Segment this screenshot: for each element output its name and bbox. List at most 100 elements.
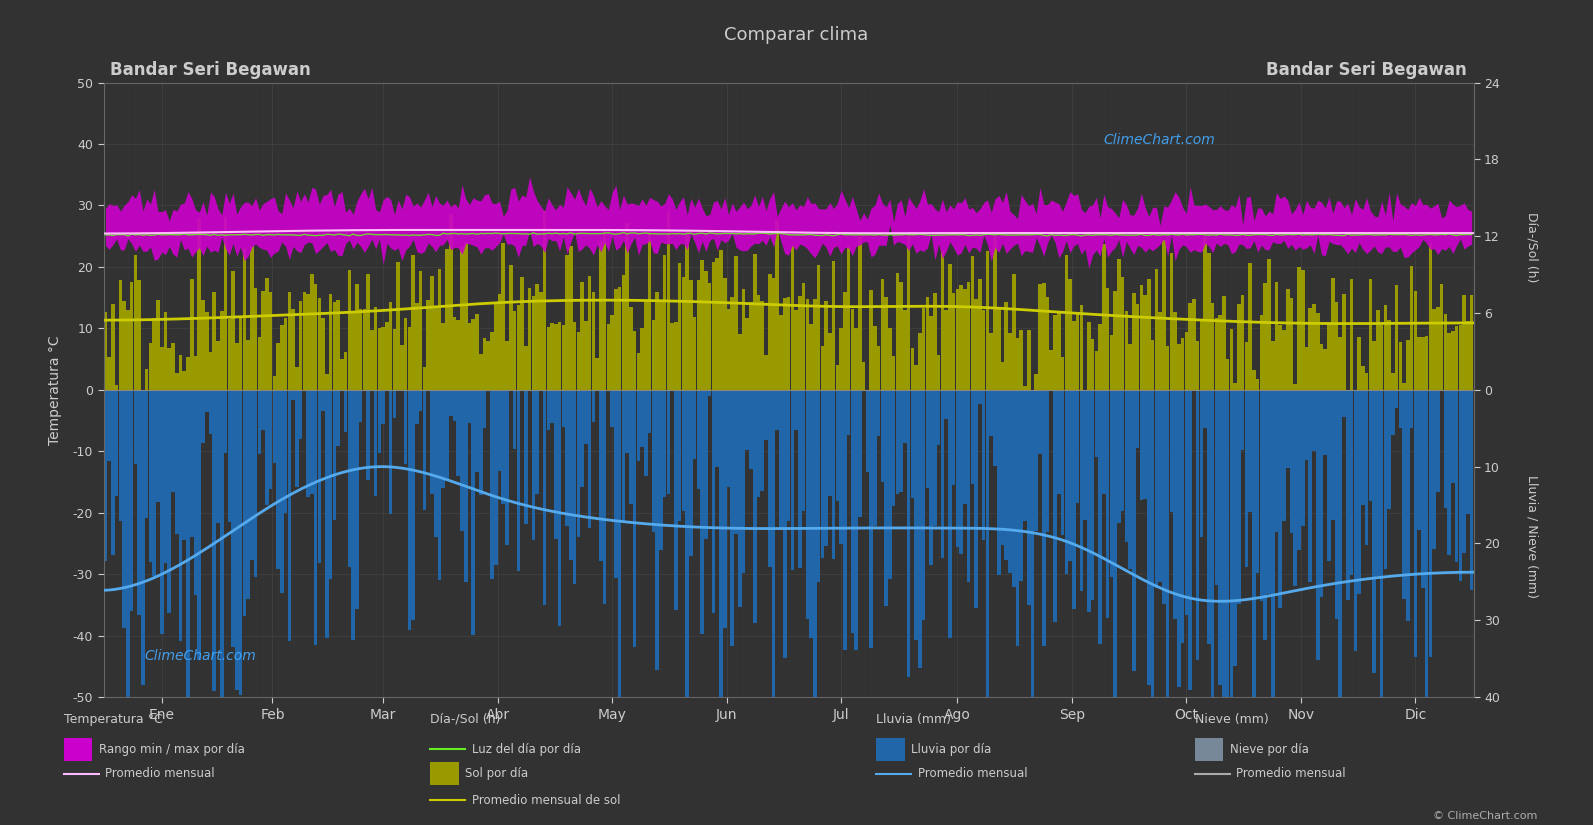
Bar (118, 280, 123, 390)
Bar (817, 390, 820, 582)
Bar (1042, 283, 1045, 390)
Bar (569, 390, 572, 560)
Bar (1266, 258, 1271, 390)
Bar (554, 324, 558, 390)
Bar (1207, 390, 1211, 644)
Bar (1121, 277, 1125, 390)
Bar (1102, 244, 1106, 390)
Bar (1271, 341, 1274, 390)
Bar (538, 291, 543, 390)
Bar (288, 390, 292, 641)
Bar (859, 234, 862, 390)
Bar (438, 390, 441, 580)
Bar (452, 390, 456, 421)
Bar (358, 390, 363, 422)
Bar (1418, 390, 1421, 530)
Bar (1365, 373, 1368, 390)
Bar (491, 390, 494, 579)
Bar (906, 390, 911, 677)
Bar (392, 390, 397, 417)
Bar (585, 322, 588, 390)
Bar (242, 248, 245, 390)
Bar (205, 313, 209, 390)
Bar (749, 302, 753, 390)
Bar (314, 390, 317, 644)
Bar (1274, 390, 1278, 532)
Bar (1454, 390, 1459, 562)
Bar (472, 390, 475, 635)
Bar (903, 390, 906, 443)
Bar (986, 252, 989, 390)
Bar (311, 274, 314, 390)
Bar (1139, 285, 1144, 390)
Bar (760, 390, 765, 491)
Bar (355, 285, 358, 390)
Bar (220, 390, 223, 741)
Bar (231, 271, 234, 390)
Bar (422, 367, 427, 390)
Bar (1470, 390, 1474, 590)
Bar (1080, 390, 1083, 591)
Bar (948, 264, 951, 390)
Bar (505, 341, 508, 390)
Bar (178, 390, 182, 641)
Bar (322, 390, 325, 411)
Bar (1451, 331, 1454, 390)
Bar (1053, 390, 1056, 621)
Bar (1368, 279, 1372, 390)
Bar (660, 390, 663, 550)
Bar (416, 390, 419, 425)
Bar (970, 390, 975, 484)
Bar (159, 347, 164, 390)
Bar (738, 334, 741, 390)
Bar (411, 390, 416, 620)
Bar (1443, 314, 1446, 390)
Bar (1227, 359, 1230, 390)
Bar (408, 390, 411, 630)
Bar (344, 390, 347, 432)
Bar (366, 275, 370, 390)
Bar (712, 262, 715, 390)
Bar (1161, 390, 1166, 604)
Bar (397, 262, 400, 390)
Bar (948, 390, 951, 638)
Bar (1094, 351, 1098, 390)
Bar (937, 390, 940, 445)
Bar (156, 299, 159, 390)
Bar (933, 293, 937, 390)
Bar (183, 371, 186, 390)
Bar (742, 390, 746, 573)
Bar (632, 331, 637, 390)
Bar (588, 390, 591, 528)
Bar (1402, 383, 1407, 390)
Bar (1308, 308, 1313, 390)
Bar (449, 214, 452, 390)
Bar (1180, 338, 1185, 390)
Bar (701, 260, 704, 390)
Bar (381, 328, 386, 390)
Bar (701, 390, 704, 634)
Bar (847, 390, 851, 436)
Bar (599, 390, 602, 561)
Bar (1241, 390, 1244, 450)
Bar (1290, 390, 1294, 533)
Bar (573, 322, 577, 390)
Bar (464, 390, 467, 582)
Bar (1072, 322, 1075, 390)
Bar (430, 276, 433, 390)
Bar (887, 328, 892, 390)
Bar (505, 390, 508, 545)
Bar (765, 390, 768, 440)
Bar (637, 390, 640, 461)
Bar (288, 292, 292, 390)
Bar (1313, 304, 1316, 390)
Bar (1418, 337, 1421, 390)
Bar (599, 241, 602, 390)
Bar (929, 316, 933, 390)
Bar (170, 390, 175, 493)
Bar (1144, 390, 1147, 499)
Bar (1023, 385, 1027, 390)
Bar (1372, 390, 1376, 673)
Bar (696, 280, 701, 390)
Bar (543, 210, 546, 390)
